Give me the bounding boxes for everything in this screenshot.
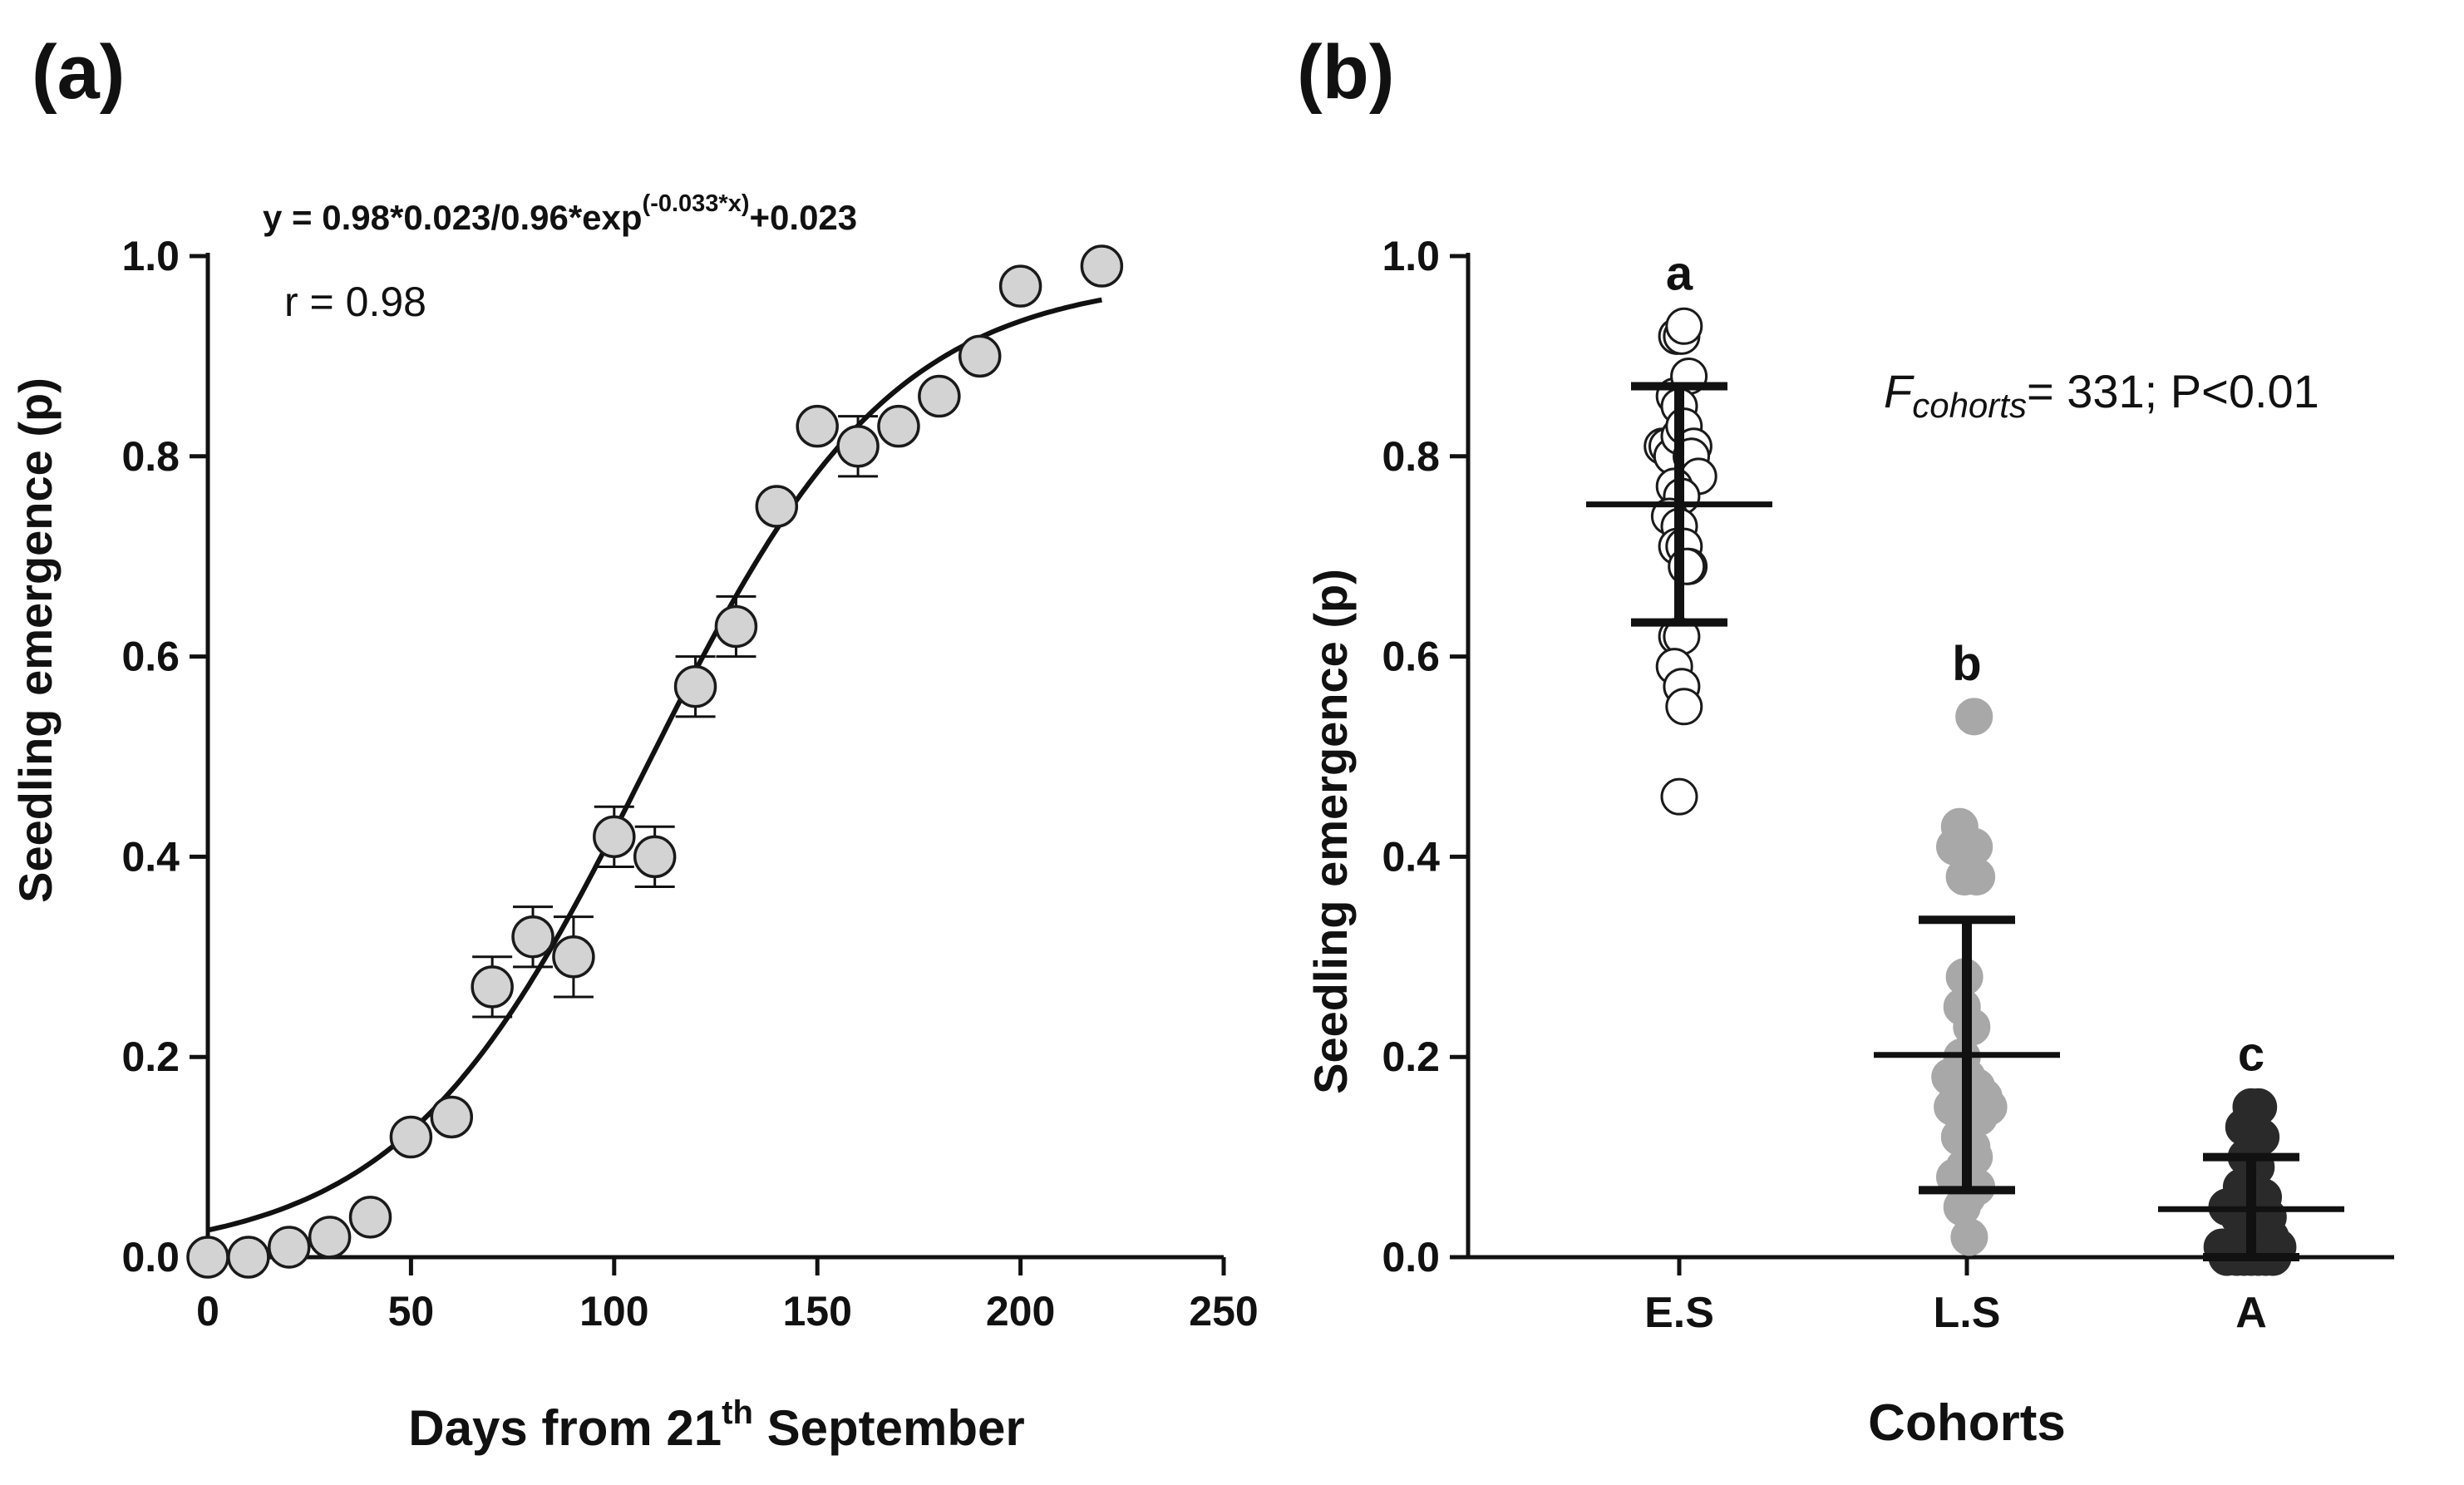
panel-a-x-tick-label: 250 [1189, 1288, 1258, 1335]
panel-a-x-tick-label: 100 [579, 1288, 648, 1335]
panel-b-x-axis-title: Cohorts [1868, 1394, 2066, 1452]
panel-a-fit [207, 297, 1102, 1233]
data-point [673, 664, 717, 708]
data-point [268, 1226, 311, 1269]
data-point [227, 1236, 270, 1279]
panel-b-y-tick-label: 0.4 [1382, 833, 1440, 880]
panel-b: (b) Seedling emergence (p) Cohorts Fcoho… [1297, 30, 2394, 1452]
panel-a-points [186, 244, 1124, 1279]
panel-a-x-tick-label: 150 [782, 1288, 851, 1335]
data-point [714, 604, 758, 649]
f-statistic-tail: = 331; P<0.01 [2027, 365, 2319, 417]
panel-a-y-axis-title: Seedling emergence (p) [9, 377, 62, 903]
panel-b-y-tick-label: 0.6 [1382, 634, 1440, 680]
data-point [836, 425, 880, 468]
data-point [430, 1095, 474, 1139]
panel-a-x-tick-label: 50 [388, 1288, 435, 1335]
panel-a-x-axis-title-main: Days from 21 [408, 1400, 722, 1456]
panel-b-y-axis-title: Seedling emergence (p) [1304, 569, 1357, 1094]
data-point-es [1660, 777, 1698, 816]
group-letter: a [1666, 246, 1693, 300]
f-statistic: Fcohorts= 331; P<0.01 [1884, 365, 2319, 425]
panel-b-y-tick-label: 0.2 [1382, 1034, 1440, 1080]
fit-curve [207, 297, 1102, 1233]
data-point [389, 1115, 433, 1159]
panel-b-y-tick-label: 0.8 [1382, 433, 1440, 480]
f-statistic-sub: cohorts [1912, 386, 2027, 425]
panel-a-axes: 0.0 0.2 0.4 0.6 0.8 1.0 0 50 100 150 200 250 [121, 233, 1258, 1335]
data-point [186, 1236, 229, 1279]
data-point [633, 835, 677, 879]
data-point [1080, 244, 1124, 288]
data-point [593, 815, 636, 859]
fit-equation-sup: (-0.033*x) [643, 190, 750, 217]
panel-b-y-tick-label: 0.0 [1382, 1234, 1440, 1280]
panel-b-label: (b) [1297, 30, 1394, 115]
group-letter: c [2238, 1027, 2264, 1081]
panel-a-y-tick-label: 0.8 [121, 433, 180, 480]
fit-equation-tail: +0.023 [750, 198, 858, 237]
panel-b-category-label: A [2235, 1289, 2267, 1337]
panel-a-x-axis-title: Days from 21th September [408, 1394, 1024, 1456]
data-point [796, 404, 839, 448]
panel-a-x-axis-title-sup: th [722, 1394, 753, 1431]
panel-a-y-tick-label: 0.0 [121, 1234, 180, 1280]
correlation-label: r = 0.98 [284, 279, 426, 325]
data-point-ls [1955, 698, 1993, 736]
data-point-es [1665, 307, 1703, 345]
panel-a-y-tick-label: 0.2 [121, 1034, 180, 1080]
data-point [755, 485, 799, 528]
data-point [511, 915, 554, 959]
panel-a-x-tick-label: 200 [986, 1288, 1055, 1335]
data-point [308, 1216, 352, 1259]
panel-a-label: (a) [32, 30, 125, 115]
data-point-ls [1958, 857, 1996, 895]
panel-b-category-label: E.S [1644, 1289, 1714, 1337]
panel-a: (a) Seedling emergence (p) Days from 21t… [9, 30, 1259, 1456]
panel-a-y-tick-label: 0.4 [121, 833, 180, 880]
data-point-ls [1950, 1218, 1988, 1256]
panel-b-group-letters: a b c [1666, 246, 2264, 1081]
fit-equation-main: y = 0.98*0.023/0.96*exp [263, 198, 643, 237]
panel-b-axes: 0.0 0.2 0.4 0.6 0.8 1.0 E.S L.S A [1382, 233, 2394, 1337]
f-statistic-symbol: F [1884, 365, 1915, 417]
panel-a-x-axis-title-tail: September [753, 1400, 1025, 1456]
panel-a-y-tick-label: 1.0 [121, 233, 180, 279]
panel-b-mean-sd-bars [1586, 382, 2344, 1261]
panel-a-x-tick-label: 0 [196, 1288, 219, 1335]
fit-equation: y = 0.98*0.023/0.96*exp(-0.033*x)+0.023 [263, 190, 857, 237]
panel-b-y-tick-label: 1.0 [1382, 233, 1440, 279]
data-point [918, 374, 961, 418]
data-point [877, 404, 920, 448]
data-point [552, 935, 595, 979]
data-point [998, 264, 1042, 308]
data-point [958, 334, 1002, 378]
panel-a-y-tick-label: 0.6 [121, 634, 180, 680]
panel-b-category-label: L.S [1934, 1289, 2001, 1337]
data-point-es [1665, 688, 1703, 726]
data-point [348, 1196, 392, 1239]
data-point [471, 965, 514, 1009]
group-letter: b [1952, 637, 1981, 691]
